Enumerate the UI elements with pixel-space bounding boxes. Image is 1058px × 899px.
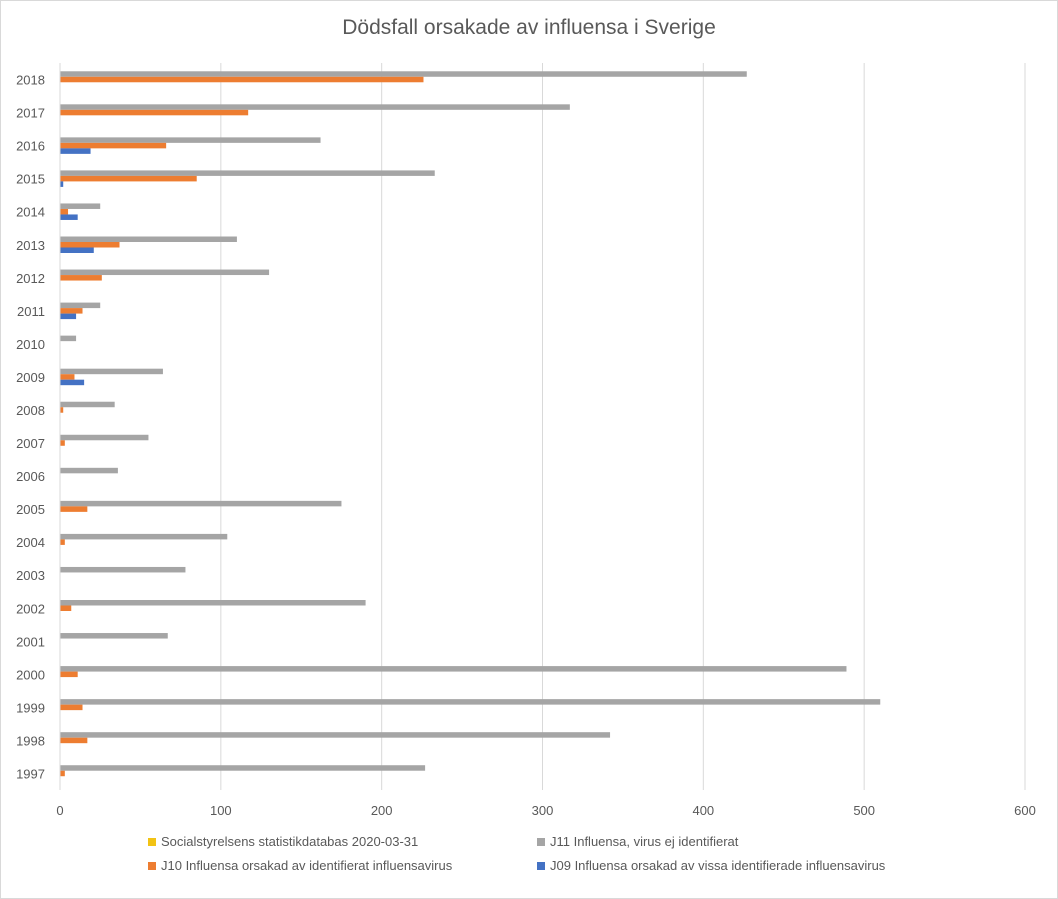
y-tick-label: 2008 xyxy=(16,403,45,418)
y-tick-label: 1998 xyxy=(16,733,45,748)
bar xyxy=(60,566,186,573)
y-tick-label: 1999 xyxy=(16,700,45,715)
y-tick-label: 2003 xyxy=(16,568,45,583)
bar xyxy=(60,671,78,678)
bar xyxy=(60,214,78,220)
y-tick-label: 2014 xyxy=(16,205,45,220)
y-tick-label: 2007 xyxy=(16,436,45,451)
bar xyxy=(60,407,64,413)
y-tick-label: 2018 xyxy=(16,73,45,88)
bar xyxy=(60,203,101,209)
y-tick-label: 2017 xyxy=(16,106,45,121)
bar xyxy=(60,401,115,408)
bar xyxy=(60,109,249,116)
bar xyxy=(60,175,197,182)
legend-swatch xyxy=(148,837,156,846)
x-tick-label: 600 xyxy=(1014,803,1036,818)
x-tick-label: 0 xyxy=(56,803,63,818)
bar xyxy=(60,170,435,176)
bar xyxy=(60,440,65,446)
y-tick-label: 2012 xyxy=(16,271,45,286)
bar xyxy=(60,142,167,149)
bar xyxy=(60,208,69,215)
bar xyxy=(60,699,881,705)
y-tick-label: 1997 xyxy=(16,766,45,781)
bar xyxy=(60,506,88,512)
legend-item: Socialstyrelsens statistikdatabas 2020-0… xyxy=(148,834,418,849)
bar xyxy=(60,368,163,375)
y-tick-label: 2013 xyxy=(16,238,45,253)
bar xyxy=(60,181,64,187)
legend-label: J09 Influensa orsakad av vissa identifie… xyxy=(550,858,886,873)
chart-title: Dödsfall orsakade av influensa i Sverige xyxy=(342,16,716,39)
bar xyxy=(60,236,237,242)
legend-item: J11 Influensa, virus ej identifierat xyxy=(537,834,738,849)
bar xyxy=(60,104,570,110)
bar xyxy=(60,737,88,744)
bar xyxy=(60,335,77,342)
bar xyxy=(60,313,77,320)
y-tick-label: 2002 xyxy=(16,601,45,616)
bar xyxy=(60,467,118,474)
bar xyxy=(60,275,102,281)
bar xyxy=(60,242,120,248)
bar xyxy=(60,148,91,154)
legend-item: J10 Influensa orsakad av identifierat in… xyxy=(148,858,452,873)
x-tick-label: 500 xyxy=(853,803,875,818)
y-tick-label: 2015 xyxy=(16,172,45,187)
bar xyxy=(60,247,94,253)
bar xyxy=(60,732,611,738)
bar xyxy=(60,500,342,507)
legend-swatch xyxy=(148,861,156,870)
bar xyxy=(60,765,426,771)
x-tick-label: 400 xyxy=(692,803,714,818)
bar xyxy=(60,137,321,143)
y-tick-label: 2010 xyxy=(16,337,45,352)
y-tick-label: 2016 xyxy=(16,139,45,154)
bar xyxy=(60,434,149,441)
bar xyxy=(60,666,847,672)
bar xyxy=(60,605,72,611)
x-tick-label: 200 xyxy=(371,803,393,818)
y-tick-label: 2005 xyxy=(16,502,45,517)
bar xyxy=(60,539,65,545)
bar xyxy=(60,770,65,777)
x-tick-label: 100 xyxy=(210,803,232,818)
legend-swatch xyxy=(537,837,545,846)
legend-item: J09 Influensa orsakad av vissa identifie… xyxy=(537,858,885,873)
x-tick-label: 300 xyxy=(532,803,554,818)
bar xyxy=(60,302,101,309)
y-tick-label: 2011 xyxy=(17,304,45,319)
bar xyxy=(60,308,83,314)
bar xyxy=(60,600,366,606)
y-tick-label: 2000 xyxy=(16,667,45,682)
legend-swatch xyxy=(537,861,545,870)
bar xyxy=(60,71,747,77)
y-tick-label: 2009 xyxy=(16,370,45,385)
y-tick-label: 2004 xyxy=(16,535,45,550)
bar xyxy=(60,76,424,83)
bar xyxy=(60,533,228,540)
legend-label: J10 Influensa orsakad av identifierat in… xyxy=(161,858,453,873)
bar xyxy=(60,379,85,386)
y-tick-label: 2001 xyxy=(16,634,45,649)
legend-label: Socialstyrelsens statistikdatabas 2020-0… xyxy=(161,834,419,849)
bar xyxy=(60,374,75,380)
bar xyxy=(60,269,270,276)
bar xyxy=(60,633,168,639)
bar xyxy=(60,704,83,711)
legend-label: J11 Influensa, virus ej identifierat xyxy=(550,834,739,849)
y-tick-label: 2006 xyxy=(16,469,45,484)
